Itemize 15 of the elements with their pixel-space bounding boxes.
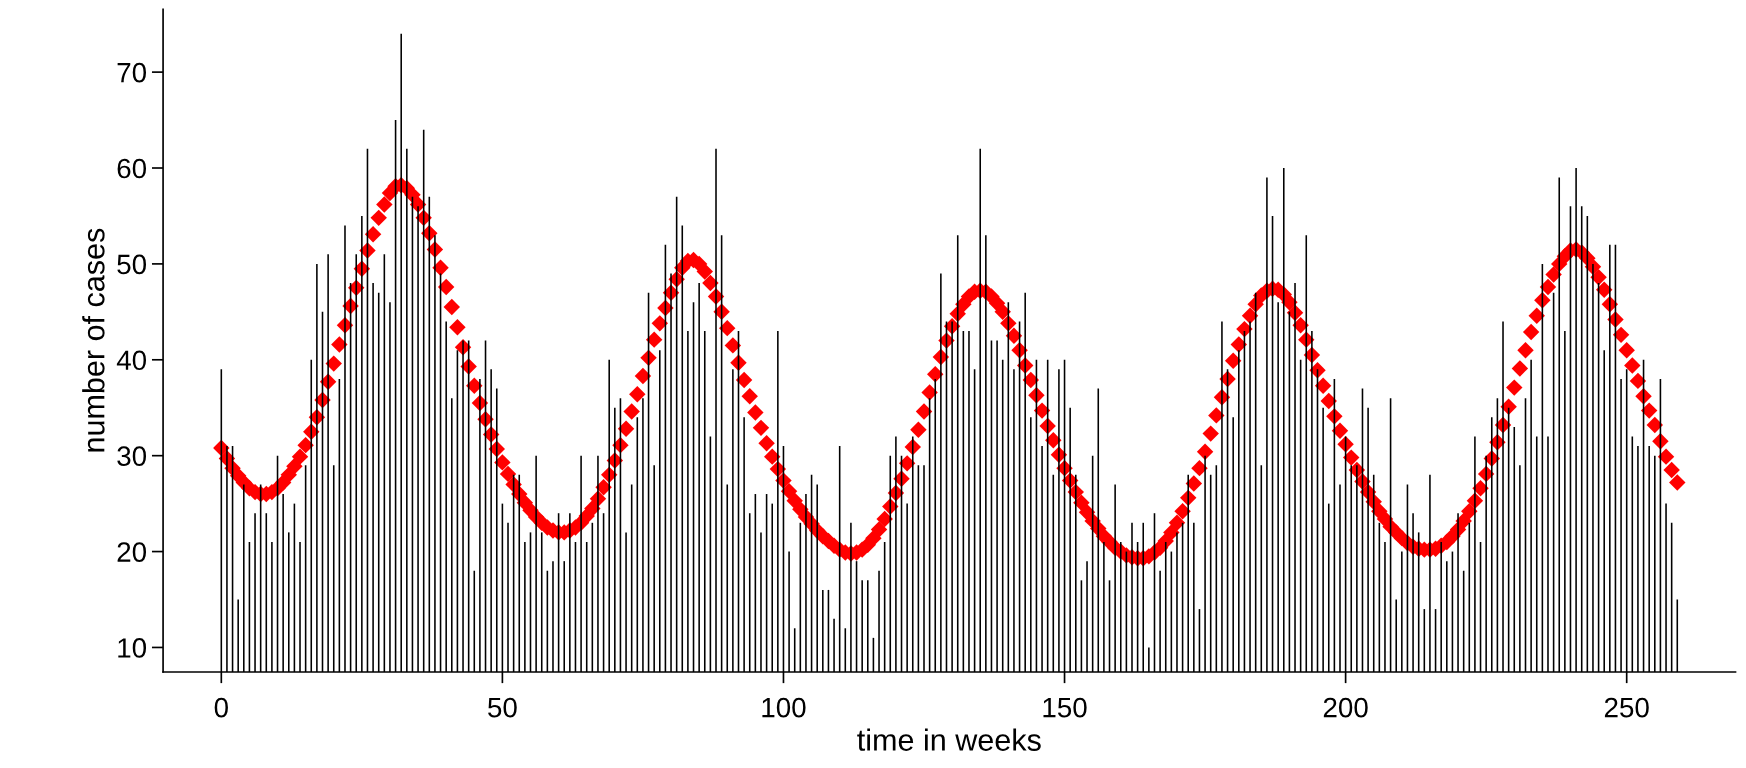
x-tick-label: 150 bbox=[1043, 697, 1087, 718]
y-tick-label: 10 bbox=[118, 638, 147, 658]
y-tick-label: 30 bbox=[117, 446, 147, 467]
y-tick-label: 40 bbox=[116, 350, 147, 371]
x-tick-label: 250 bbox=[1604, 697, 1649, 718]
x-axis-title: time in weeks bbox=[857, 728, 1041, 751]
y-tick-label: 70 bbox=[117, 62, 147, 83]
x-tick-label: 200 bbox=[1323, 697, 1368, 718]
x-tick-label: 0 bbox=[214, 697, 228, 718]
y-tick-label: 20 bbox=[117, 542, 147, 562]
y-axis-title: number of cases bbox=[82, 228, 105, 452]
x-tick-label: 50 bbox=[488, 697, 517, 718]
y-tick-label: 60 bbox=[117, 158, 147, 179]
x-tick-label: 100 bbox=[762, 697, 806, 718]
y-tick-label: 50 bbox=[117, 254, 147, 275]
